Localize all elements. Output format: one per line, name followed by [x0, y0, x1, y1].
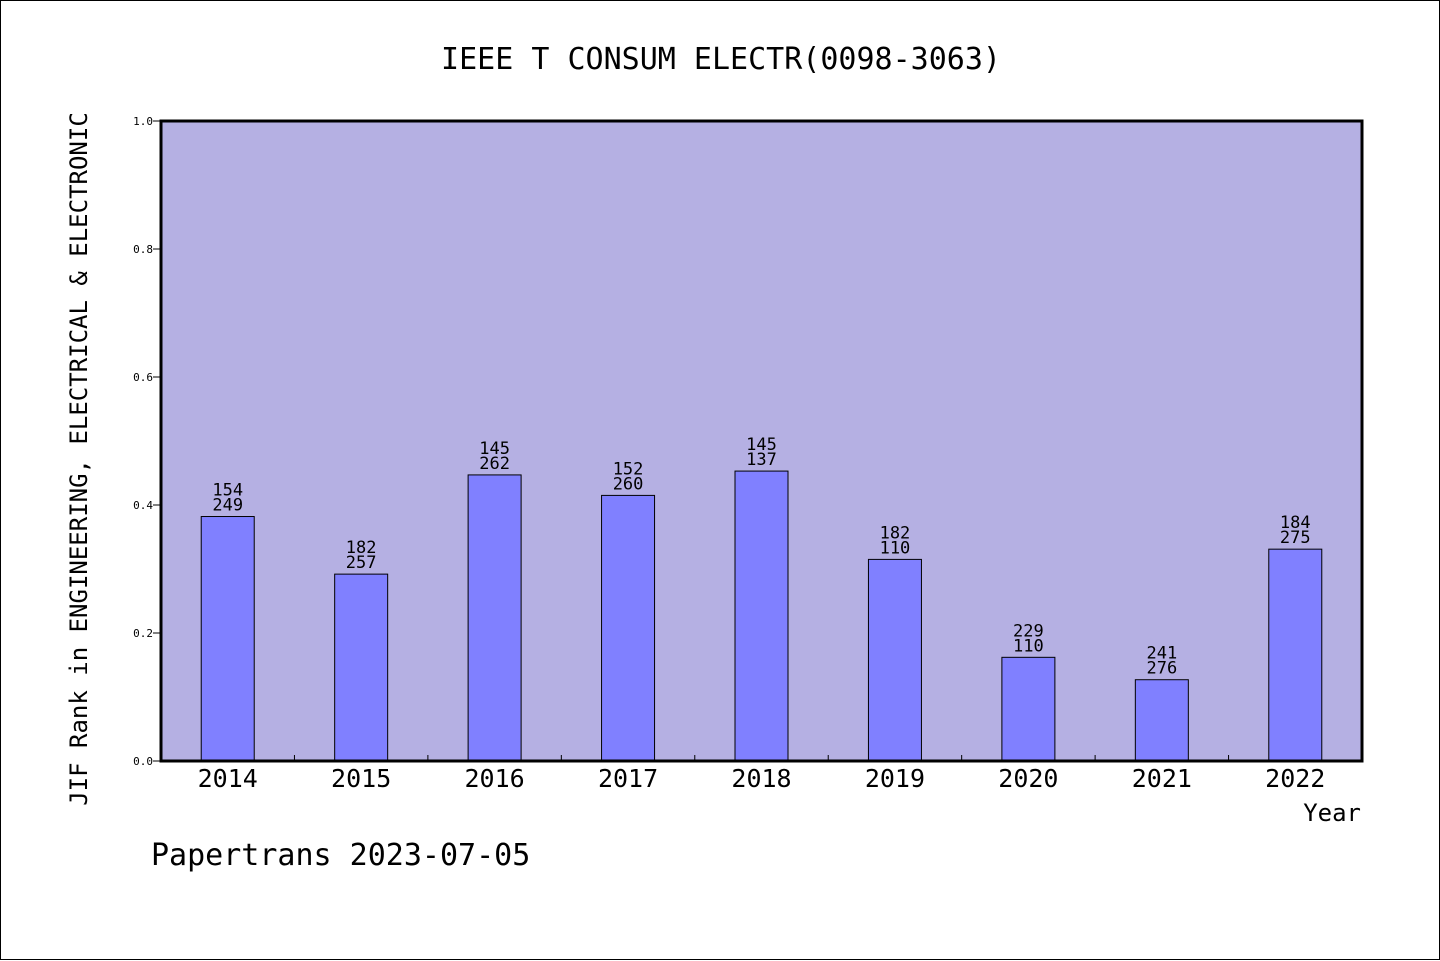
bar-total-label: 110	[1013, 636, 1044, 656]
bar-rank-label: 182	[346, 538, 377, 558]
bar-rank-label: 145	[746, 435, 777, 455]
bar-2018	[734, 470, 789, 762]
bar-total-label: 257	[346, 553, 377, 573]
bar-2014	[200, 516, 255, 762]
x-axis-label: Year	[1303, 799, 1361, 827]
bar-rank-label: 152	[613, 459, 644, 479]
bar-total-label: 249	[212, 496, 243, 516]
chart-title: IEEE T CONSUM ELECTR(0098-3063)	[441, 42, 1001, 77]
y-axis-label: JIF Rank in ENGINEERING, ELECTRICAL & EL…	[65, 112, 93, 806]
bar-rank-label: 241	[1146, 644, 1177, 664]
footer-text: Papertrans 2023-07-05	[151, 838, 530, 873]
y-tick-label: 0.4	[133, 499, 153, 512]
bar-2021	[1134, 679, 1189, 762]
bar-rank-label: 184	[1280, 513, 1311, 533]
bar-total-label: 260	[613, 474, 644, 494]
bar-total-label: 262	[479, 454, 510, 474]
y-tick-label: 0.6	[133, 371, 153, 384]
bar-total-label: 276	[1146, 659, 1177, 679]
bar-2022	[1268, 548, 1323, 762]
bar-2015	[334, 573, 389, 762]
y-tick-label: 0.2	[133, 627, 153, 640]
bar-total-label: 275	[1280, 528, 1311, 548]
bar-rank-label: 154	[212, 481, 243, 501]
bar-total-label: 137	[746, 450, 777, 470]
y-tick-label: 0.0	[133, 755, 153, 768]
y-tick-label: 1.0	[133, 115, 153, 128]
bar-2016	[467, 474, 522, 762]
x-tick-label: 2021	[1132, 764, 1192, 793]
bar-2019	[867, 558, 922, 762]
bar-rank-label: 145	[479, 439, 510, 459]
x-tick-label: 2019	[865, 764, 925, 793]
y-tick-label: 0.8	[133, 243, 153, 256]
x-tick-label: 2022	[1265, 764, 1325, 793]
x-tick-label: 2020	[998, 764, 1058, 793]
x-tick-label: 2014	[198, 764, 258, 793]
bar-rank-label: 229	[1013, 621, 1044, 641]
bar-rank-label: 182	[880, 523, 911, 543]
bar-total-label: 110	[880, 538, 911, 558]
x-tick-label: 2015	[331, 764, 391, 793]
bar-2017	[601, 494, 656, 762]
plot-border	[159, 119, 1364, 763]
x-tick-label: 2018	[731, 764, 791, 793]
x-tick-label: 2016	[465, 764, 525, 793]
x-tick-label: 2017	[598, 764, 658, 793]
bar-2020	[1001, 656, 1056, 762]
